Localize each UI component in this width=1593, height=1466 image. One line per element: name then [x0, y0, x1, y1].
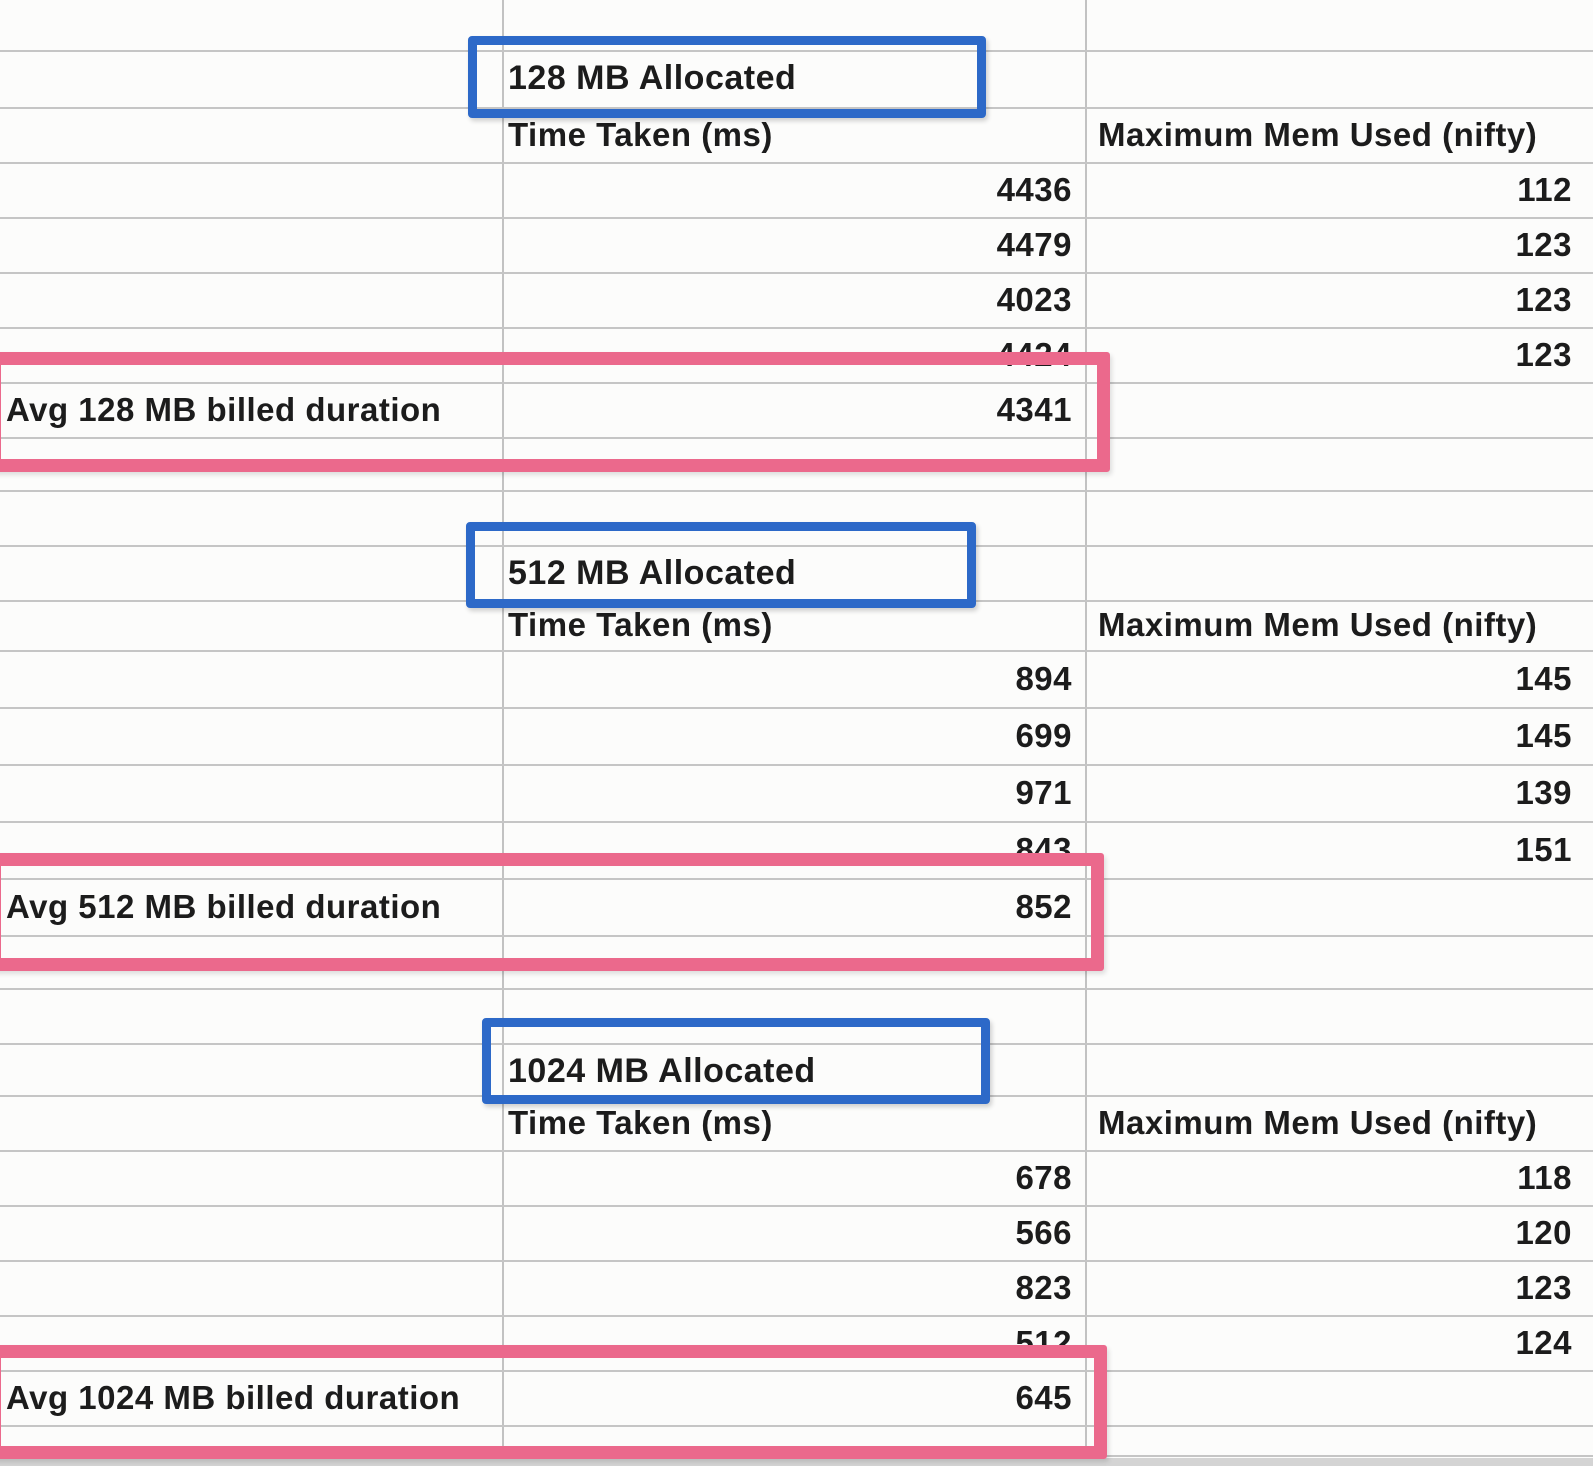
row-divider	[0, 107, 1593, 109]
time-taken-header-cell[interactable]: Time Taken (ms)	[508, 115, 773, 153]
time-taken-header-cell[interactable]: Time Taken (ms)	[508, 1103, 773, 1141]
row-divider	[0, 50, 1593, 52]
mem-value-cell[interactable]: 123	[1515, 280, 1572, 318]
time-value-cell[interactable]: 4023	[996, 280, 1072, 318]
row-divider	[0, 1370, 1593, 1372]
row-divider	[0, 327, 1593, 329]
row-divider	[0, 1260, 1593, 1262]
mem-value-cell[interactable]: 151	[1515, 830, 1572, 868]
column-divider	[502, 0, 504, 1466]
mem-value-cell[interactable]: 120	[1515, 1213, 1572, 1251]
next-row-edge	[0, 1458, 1593, 1466]
time-value-cell[interactable]: 971	[1015, 773, 1072, 811]
section-title-cell[interactable]: 512 MB Allocated	[508, 554, 797, 592]
blue-annotation-box-512	[466, 522, 976, 608]
time-value-cell[interactable]: 678	[1015, 1158, 1072, 1196]
row-divider	[0, 1150, 1593, 1152]
time-taken-header-cell[interactable]: Time Taken (ms)	[508, 606, 773, 643]
row-divider	[0, 162, 1593, 164]
row-divider	[0, 650, 1593, 652]
row-divider	[0, 272, 1593, 274]
mem-used-header-cell[interactable]: Maximum Mem Used (nifty)	[1098, 1103, 1538, 1141]
mem-value-cell[interactable]: 145	[1515, 716, 1572, 754]
row-divider	[0, 935, 1593, 937]
mem-value-cell[interactable]: 139	[1515, 773, 1572, 811]
pink-annotation-box-avg-512	[0, 853, 1104, 971]
blue-annotation-box-1024	[482, 1018, 990, 1104]
time-value-cell[interactable]: 823	[1015, 1268, 1072, 1306]
time-value-cell[interactable]: 4479	[996, 225, 1072, 263]
mem-used-header-cell[interactable]: Maximum Mem Used (nifty)	[1098, 606, 1538, 643]
time-value-cell[interactable]: 894	[1015, 659, 1072, 697]
blue-annotation-box-128	[468, 36, 986, 118]
time-value-cell[interactable]: 566	[1015, 1213, 1072, 1251]
time-value-cell[interactable]: 699	[1015, 716, 1072, 754]
row-divider	[0, 545, 1593, 547]
section-title-cell[interactable]: 128 MB Allocated	[508, 59, 797, 97]
avg-label-cell[interactable]: Avg 1024 MB billed duration	[6, 1378, 461, 1416]
avg-value-cell[interactable]: 4341	[996, 390, 1072, 428]
row-divider	[0, 764, 1593, 766]
mem-value-cell[interactable]: 123	[1515, 335, 1572, 373]
mem-value-cell[interactable]: 112	[1517, 170, 1572, 208]
row-divider	[0, 1205, 1593, 1207]
pink-annotation-box-avg-128	[0, 352, 1110, 472]
avg-value-cell[interactable]: 645	[1015, 1378, 1072, 1416]
avg-label-cell[interactable]: Avg 128 MB billed duration	[6, 390, 442, 428]
pink-annotation-box-avg-1024	[0, 1345, 1107, 1459]
mem-value-cell[interactable]: 145	[1515, 659, 1572, 697]
avg-value-cell[interactable]: 852	[1015, 887, 1072, 925]
avg-label-cell[interactable]: Avg 512 MB billed duration	[6, 887, 442, 925]
row-divider	[0, 437, 1593, 439]
row-divider	[0, 382, 1593, 384]
mem-used-header-cell[interactable]: Maximum Mem Used (nifty)	[1098, 115, 1538, 153]
row-divider	[0, 707, 1593, 709]
row-divider	[0, 821, 1593, 823]
section-title-cell[interactable]: 1024 MB Allocated	[508, 1052, 816, 1090]
row-divider	[0, 217, 1593, 219]
mem-value-cell[interactable]: 123	[1515, 225, 1572, 263]
row-divider	[0, 988, 1593, 990]
mem-value-cell[interactable]: 118	[1517, 1158, 1572, 1196]
row-divider	[0, 1315, 1593, 1317]
mem-value-cell[interactable]: 123	[1515, 1268, 1572, 1306]
mem-value-cell[interactable]: 124	[1515, 1323, 1572, 1361]
column-divider	[1085, 0, 1087, 1466]
row-divider	[0, 1425, 1593, 1427]
row-divider	[0, 1043, 1593, 1045]
row-divider	[0, 878, 1593, 880]
time-value-cell[interactable]: 4436	[996, 170, 1072, 208]
row-divider	[0, 490, 1593, 492]
